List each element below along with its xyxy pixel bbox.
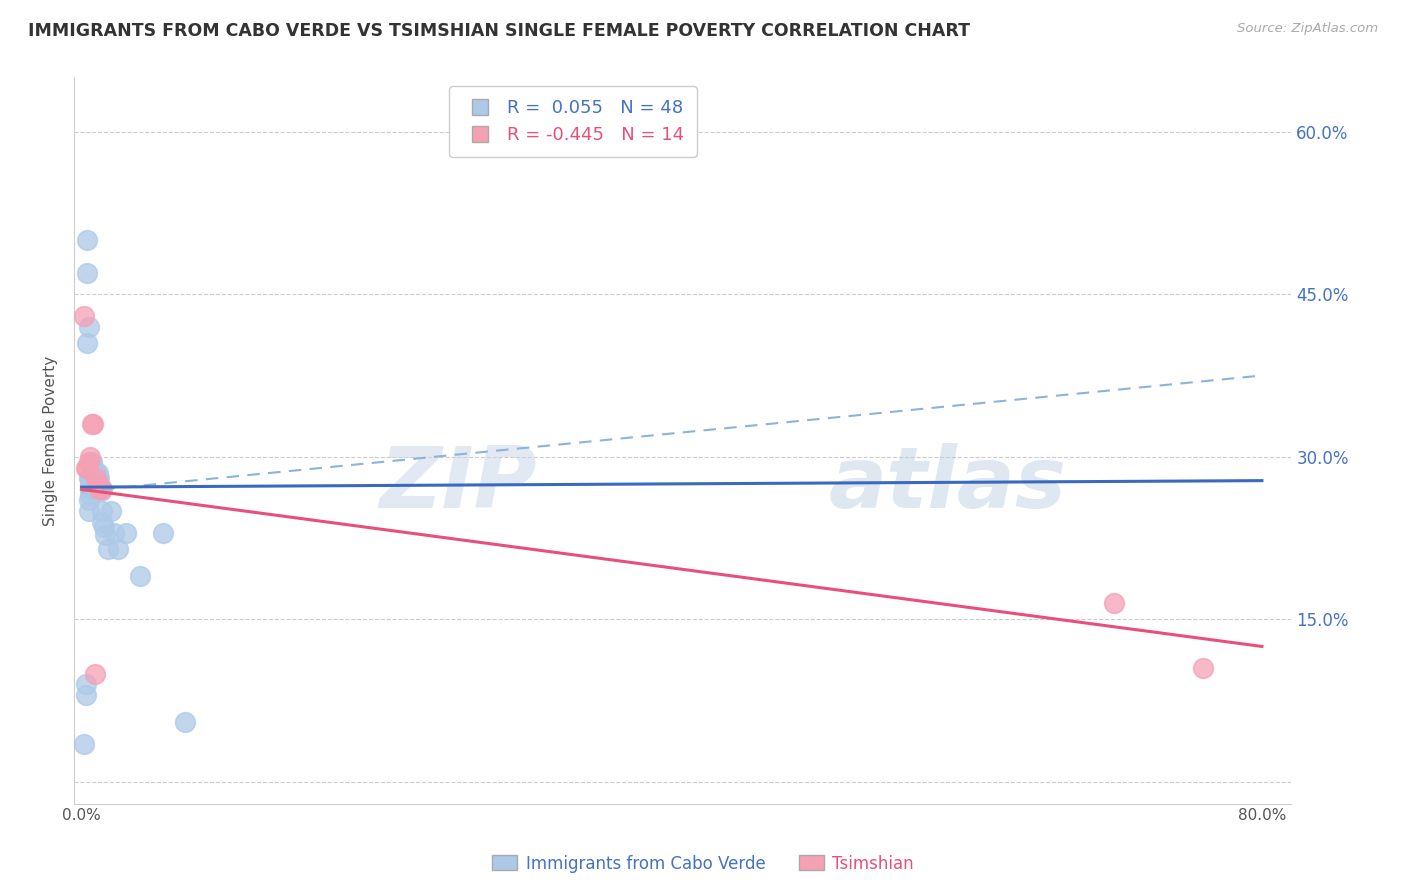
Point (89, 483, 111, 497)
Point (79, 471, 101, 485)
Point (91, 504, 114, 518)
Point (77, 493, 100, 508)
Point (75, 688, 97, 702)
Point (82, 417, 104, 432)
Point (79, 476, 101, 491)
Point (84, 476, 107, 491)
Point (80, 455, 103, 469)
Point (77, 455, 100, 469)
Point (89, 471, 111, 485)
Point (76, 266, 98, 280)
Point (83, 476, 105, 491)
Text: atlas: atlas (830, 442, 1067, 525)
Point (82, 460, 104, 475)
Point (80, 471, 103, 485)
Point (80, 476, 103, 491)
Point (82, 466, 104, 480)
Point (152, 525, 174, 540)
Point (80, 466, 103, 480)
Point (84, 466, 107, 480)
Point (94, 528, 117, 542)
Point (83, 474, 105, 488)
Legend: Immigrants from Cabo Verde, Tsimshian: Immigrants from Cabo Verde, Tsimshian (485, 848, 921, 880)
Point (76, 233, 98, 247)
Point (129, 569, 152, 583)
Point (91, 483, 114, 497)
Point (75, 677, 97, 691)
Legend: R =  0.055   N = 48, R = -0.445   N = 14: R = 0.055 N = 48, R = -0.445 N = 14 (450, 87, 697, 157)
Point (79, 450, 101, 464)
Point (77, 319, 100, 334)
Text: ZIP: ZIP (380, 442, 537, 525)
Point (73, 737, 96, 751)
Point (1104, 596, 1126, 610)
Point (97, 541, 120, 556)
Point (80, 417, 103, 432)
Point (91, 515, 114, 529)
Text: Source: ZipAtlas.com: Source: ZipAtlas.com (1237, 22, 1378, 36)
Point (84, 471, 107, 485)
Point (82, 471, 104, 485)
Point (83, 666, 105, 681)
Point (86, 466, 108, 480)
Point (89, 476, 111, 491)
Point (84, 471, 107, 485)
Point (83, 471, 105, 485)
Point (79, 488, 101, 502)
Point (173, 715, 195, 730)
Point (100, 504, 122, 518)
Point (79, 483, 101, 497)
Text: IMMIGRANTS FROM CABO VERDE VS TSIMSHIAN SINGLE FEMALE POVERTY CORRELATION CHART: IMMIGRANTS FROM CABO VERDE VS TSIMSHIAN … (28, 22, 970, 40)
Point (114, 525, 136, 540)
Point (76, 460, 98, 475)
Point (1192, 661, 1215, 675)
Point (86, 476, 108, 491)
Point (75, 460, 97, 475)
Point (77, 471, 100, 485)
Point (83, 466, 105, 480)
Y-axis label: Single Female Poverty: Single Female Poverty (44, 355, 58, 525)
Point (103, 525, 125, 540)
Point (73, 309, 96, 323)
Point (90, 484, 112, 499)
Point (107, 541, 129, 556)
Point (93, 520, 115, 534)
Point (76, 336, 98, 351)
Point (90, 483, 112, 497)
Point (84, 483, 107, 497)
Point (80, 460, 103, 475)
Point (86, 471, 108, 485)
Point (77, 504, 100, 518)
